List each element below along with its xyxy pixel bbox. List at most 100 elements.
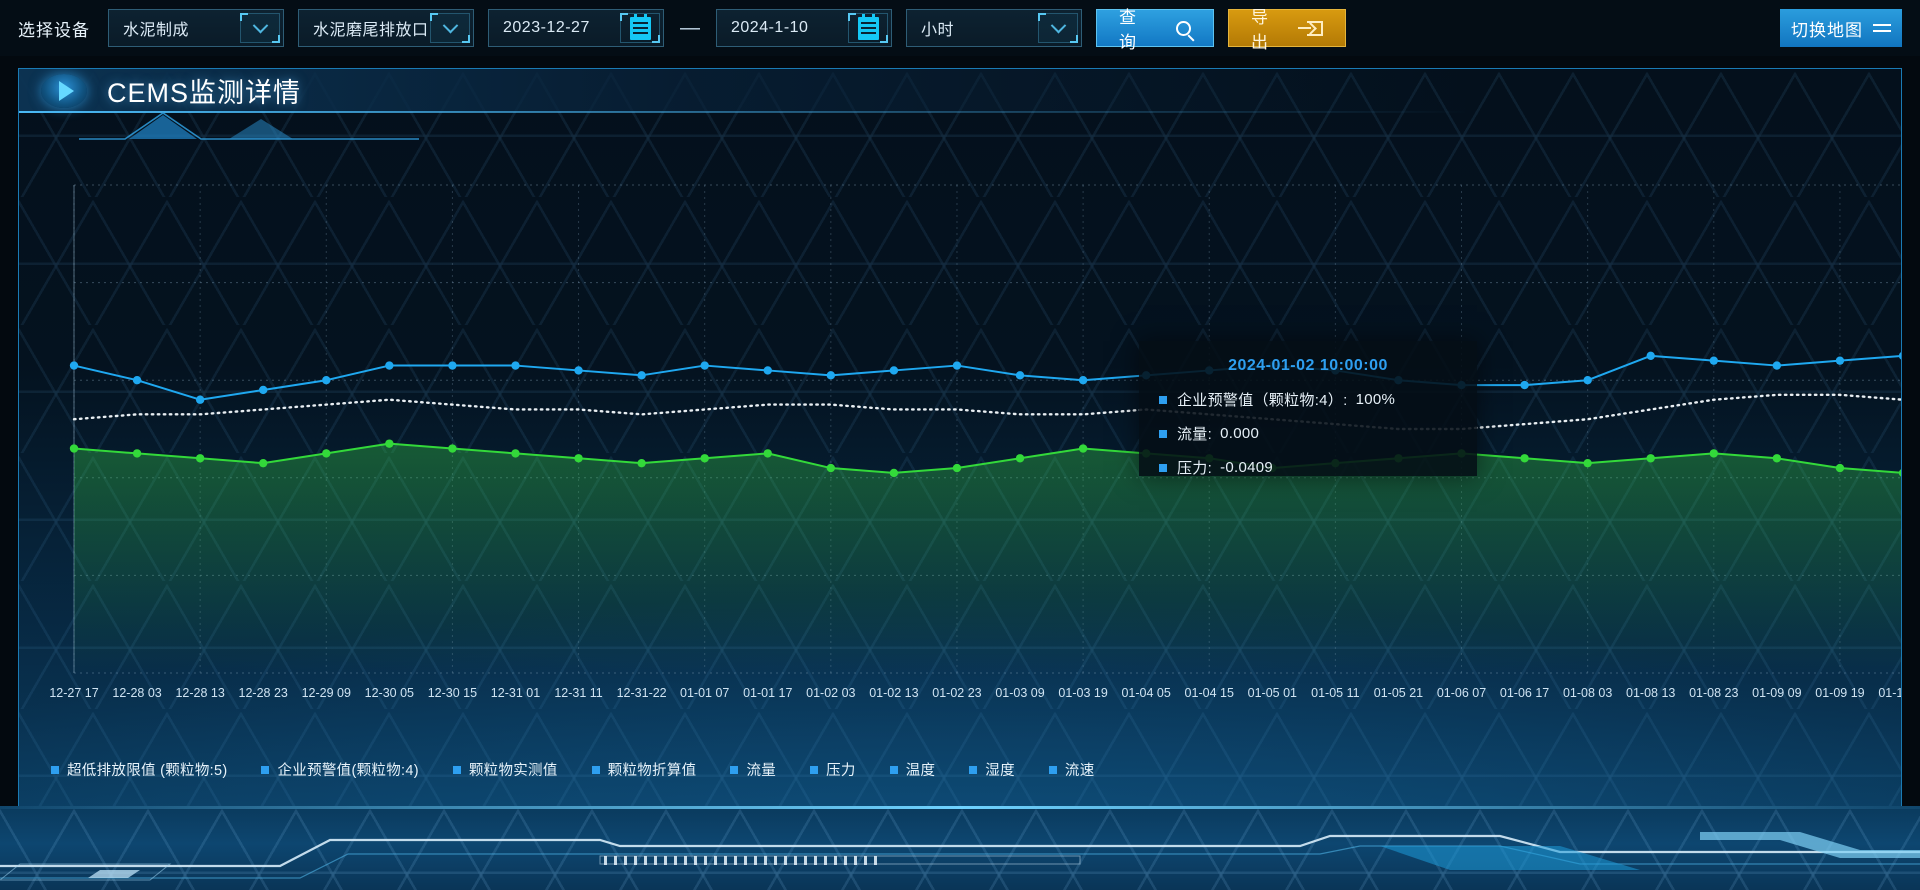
device-label: 选择设备 [18, 20, 90, 40]
end-date-input[interactable]: 2024-1-10 [716, 9, 892, 47]
device-select[interactable]: 水泥制成 [108, 9, 284, 47]
export-icon [1297, 20, 1323, 36]
legend-item[interactable]: 企业预警值(颗粒物:4) [261, 759, 419, 780]
granularity-select[interactable]: 小时 [906, 9, 1082, 47]
x-axis-tick-label: 12-31 01 [491, 686, 540, 700]
x-axis-tick-label: 01-09 19 [1815, 686, 1864, 700]
query-button[interactable]: 查询 [1096, 8, 1214, 52]
x-axis-tick-label: 01-06 17 [1500, 686, 1549, 700]
legend-item[interactable]: 流量 [730, 759, 776, 780]
chevron-down-icon[interactable] [240, 13, 280, 43]
chart-point [1520, 380, 1529, 390]
chart-point [195, 395, 205, 404]
chart-point [132, 376, 142, 385]
x-axis-tick-label: 01-09 09 [1752, 686, 1801, 700]
tooltip-row: 企业预警值（颗粒物:4）: 100% [1159, 389, 1457, 410]
chart-point [700, 454, 709, 463]
chart-point [1772, 454, 1782, 463]
chart-point [889, 468, 899, 478]
chart-point [132, 449, 142, 458]
legend-label: 湿度 [985, 763, 1015, 779]
x-axis-labels: 12-27 17 12-28 03 12-28 13 12-28 23 12-29 09… [49, 686, 1902, 700]
x-axis-tick-label: 12-29 09 [302, 686, 351, 700]
x-axis-tick-label: 12-31-22 [617, 686, 667, 700]
legend-label: 流速 [1064, 763, 1095, 779]
legend-item[interactable]: 压力 [810, 759, 856, 780]
cems-line-chart[interactable]: 12-27 17 12-28 03 12-28 13 12-28 23 12-29 09… [19, 113, 1902, 807]
chart-point [637, 371, 646, 380]
cems-detail-panel: CEMS监测详情 12-27 17 12-28 03 12-28 13 12-28 2… [18, 68, 1902, 808]
chevron-down-icon[interactable] [430, 13, 470, 43]
x-axis-tick-label: 01-10 05 [1878, 686, 1902, 700]
chart-point [69, 361, 79, 370]
x-axis-tick-label: 01-04 05 [1121, 686, 1170, 700]
chart-point [1015, 454, 1025, 463]
legend-swatch [452, 765, 461, 774]
chart-point [1835, 356, 1845, 365]
x-axis-tick-label: 01-02 23 [932, 686, 981, 700]
tooltip-timestamp: 2024-01-02 10:00:00 [1228, 357, 1388, 374]
chart-point [448, 361, 457, 370]
x-axis-tick-label: 01-01 17 [743, 686, 792, 700]
export-button-label: 导出 [1251, 8, 1269, 52]
play-icon [41, 73, 87, 108]
legend-item[interactable]: 流速 [1048, 759, 1095, 780]
tooltip-series-swatch [1159, 463, 1167, 472]
port-select[interactable]: 水泥磨尾排放口 [298, 9, 474, 47]
chevron-down-icon[interactable] [1038, 13, 1078, 43]
chart-point [259, 385, 268, 395]
chart-point [826, 371, 836, 380]
legend-swatch [591, 765, 600, 774]
chart-point [1898, 352, 1901, 360]
legend-swatch [810, 765, 819, 774]
legend-item[interactable]: 温度 [889, 759, 936, 780]
tooltip-series-swatch [1159, 429, 1167, 438]
chart-point [763, 366, 772, 375]
chart-point [511, 361, 520, 370]
legend-swatch [969, 765, 978, 774]
legend-item[interactable]: 湿度 [969, 759, 1015, 780]
tooltip-row: 压力: -0.0409 [1159, 457, 1457, 478]
x-axis-tick-label: 01-05 01 [1248, 686, 1297, 700]
x-axis-tick-label: 01-08 13 [1626, 686, 1675, 700]
device-select-value: 水泥制成 [123, 22, 190, 39]
chart-point [448, 444, 457, 453]
chart-point [1709, 449, 1718, 458]
chart-point [1646, 454, 1655, 463]
chart-point [69, 444, 79, 453]
chart-series [72, 393, 1901, 431]
legend-item[interactable]: 超低排放限值 (颗粒物:5) [51, 759, 227, 780]
chart-point [574, 366, 583, 375]
calendar-icon[interactable] [848, 13, 888, 43]
chart-point [889, 366, 899, 375]
chart-point [1646, 351, 1655, 360]
chart-point [1583, 458, 1592, 468]
x-axis-tick-label: 01-02 13 [869, 686, 918, 700]
start-date-input[interactable]: 2023-12-27 [488, 9, 664, 47]
tooltip-row-value: 100% [1355, 391, 1396, 408]
tooltip-row-label: 企业预警值（颗粒物:4）: [1177, 392, 1348, 409]
chart-legend[interactable]: 超低排放限值 (颗粒物:5) 企业预警值(颗粒物:4) 颗粒物实测值 颗粒物折算值 流量… [51, 759, 1095, 780]
chart-point [637, 458, 646, 468]
export-button[interactable]: 导出 [1228, 8, 1346, 52]
x-axis-tick-label: 01-03 09 [995, 686, 1044, 700]
switch-map-button[interactable]: 切换地图 [1780, 9, 1902, 47]
chart-point [1078, 376, 1088, 385]
x-axis-tick-label: 12-27 17 [49, 686, 98, 700]
legend-item[interactable]: 颗粒物实测值 [452, 759, 558, 780]
x-axis-tick-label: 01-02 03 [806, 686, 855, 700]
calendar-icon[interactable] [620, 13, 660, 43]
tooltip-row-label: 流量: [1177, 426, 1213, 443]
legend-label: 流量 [746, 763, 777, 779]
x-axis-tick-label: 12-28 23 [239, 686, 288, 700]
swap-icon [1873, 22, 1891, 35]
chart-point [1709, 356, 1718, 365]
legend-item[interactable]: 颗粒物折算值 [591, 759, 697, 780]
search-icon [1176, 20, 1191, 36]
tooltip-row: 流量: 0.000 [1159, 423, 1457, 444]
chart-point [322, 449, 331, 458]
x-axis-tick-label: 01-05 11 [1311, 686, 1359, 700]
chart-point [1772, 361, 1782, 370]
chart-point [826, 463, 836, 473]
x-axis-tick-label: 01-05 21 [1374, 686, 1423, 700]
